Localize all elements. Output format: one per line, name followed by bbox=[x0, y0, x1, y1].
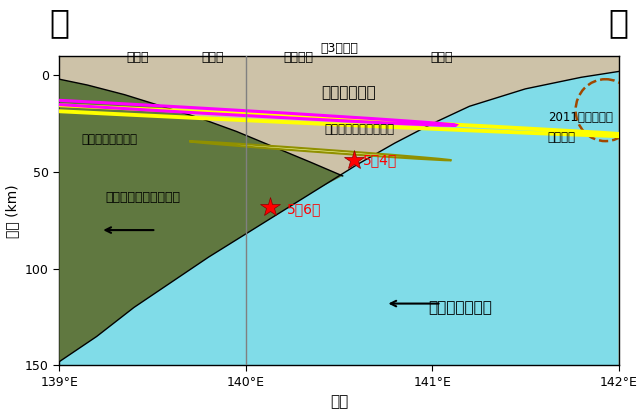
Polygon shape bbox=[59, 79, 343, 361]
Text: フィリピン海プレート: フィリピン海プレート bbox=[105, 191, 181, 204]
Ellipse shape bbox=[189, 141, 451, 160]
Text: 東京湾: 東京湾 bbox=[201, 51, 224, 64]
Text: 東: 東 bbox=[608, 7, 628, 39]
Text: の滑り域: の滑り域 bbox=[548, 131, 575, 144]
Polygon shape bbox=[59, 71, 619, 366]
X-axis label: 経度: 経度 bbox=[330, 394, 348, 410]
Text: 太平洋プレート: 太平洋プレート bbox=[428, 300, 492, 315]
Text: 房総半島: 房総半島 bbox=[283, 51, 313, 64]
Text: 関東地震の震源域: 関東地震の震源域 bbox=[82, 133, 138, 146]
Title: 図3の断面: 図3の断面 bbox=[320, 42, 358, 55]
Text: 神奈川: 神奈川 bbox=[127, 51, 149, 64]
Text: 北米プレート: 北米プレート bbox=[321, 85, 376, 100]
Text: 2011年東北地震: 2011年東北地震 bbox=[548, 111, 613, 124]
Text: 5月4日: 5月4日 bbox=[363, 154, 397, 167]
Text: 太平洋: 太平洋 bbox=[430, 51, 453, 64]
Y-axis label: 深さ (km): 深さ (km) bbox=[6, 184, 19, 237]
Text: 西: 西 bbox=[50, 7, 69, 39]
Text: 5月6日: 5月6日 bbox=[287, 202, 321, 216]
Text: スロースリップ発生域: スロースリップ発生域 bbox=[324, 123, 394, 136]
